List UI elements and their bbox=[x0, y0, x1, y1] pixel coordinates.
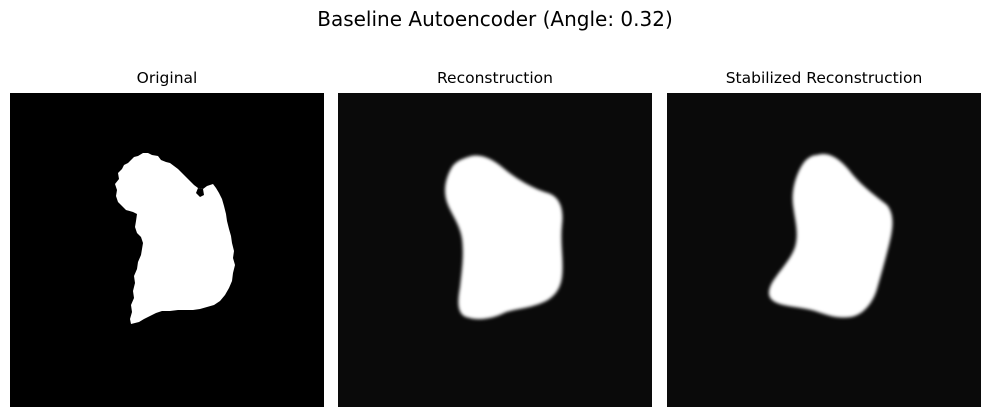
stabilized-reconstruction-image bbox=[667, 93, 981, 407]
original-image bbox=[10, 93, 324, 407]
original-shape bbox=[115, 153, 235, 324]
figure-title: Baseline Autoencoder (Angle: 0.32) bbox=[317, 7, 673, 31]
reconstruction-shape bbox=[445, 155, 563, 320]
stabilized-reconstruction-image-canvas bbox=[667, 93, 981, 407]
panel-title-stabilized-reconstruction: Stabilized Reconstruction bbox=[725, 69, 923, 87]
stabilized-reconstruction-shape bbox=[768, 153, 893, 318]
panel-title-original: Original bbox=[136, 69, 198, 87]
panel-title-reconstruction: Reconstruction bbox=[436, 69, 553, 87]
reconstruction-image bbox=[338, 93, 652, 407]
original-image-canvas bbox=[10, 93, 324, 407]
original-shape-notch bbox=[196, 188, 204, 197]
reconstruction-image-canvas bbox=[338, 93, 652, 407]
